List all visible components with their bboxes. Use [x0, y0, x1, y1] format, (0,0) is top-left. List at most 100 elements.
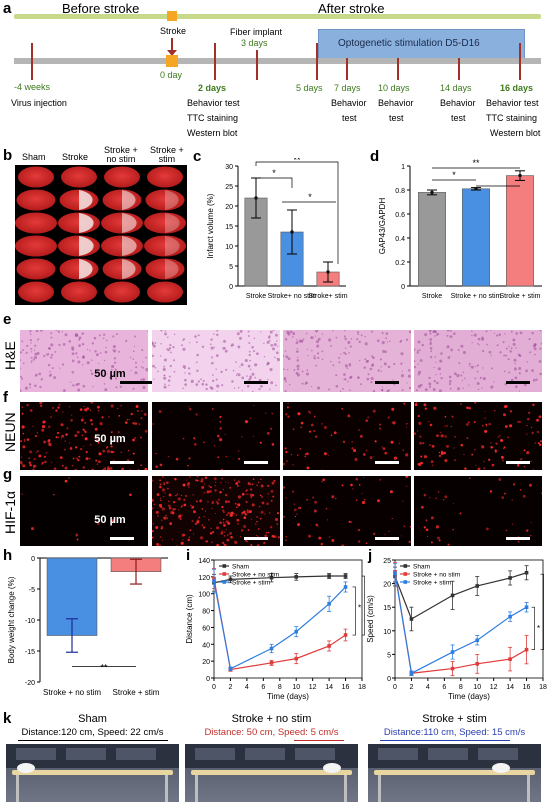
nucleus	[163, 385, 167, 389]
fluorescent-cell	[331, 495, 335, 499]
panel-label-h: h	[3, 547, 13, 564]
stroke-arrow	[171, 38, 173, 52]
infarct-region	[79, 259, 93, 279]
nucleus	[53, 376, 57, 379]
fluorescent-cell	[276, 512, 280, 515]
fluorescent-cell	[494, 410, 496, 412]
fluorescent-cell	[223, 543, 226, 546]
nucleus	[456, 374, 460, 378]
fluorescent-cell	[365, 449, 368, 452]
nucleus	[436, 381, 439, 385]
fluorescent-cell	[296, 513, 298, 515]
fluorescent-cell	[20, 456, 23, 458]
fluorescent-cell	[283, 515, 285, 518]
nucleus	[34, 352, 38, 356]
infarct-region	[79, 190, 93, 210]
nucleus	[380, 366, 382, 368]
nucleus	[528, 338, 531, 341]
nucleus	[453, 372, 457, 376]
x-tick-label: 12	[309, 684, 317, 691]
nucleus	[414, 360, 416, 363]
fluorescent-cell	[136, 410, 139, 412]
nucleus	[170, 351, 172, 354]
fluorescent-cell	[405, 476, 409, 478]
b-col-stim: Stroke + stim	[150, 145, 184, 164]
nucleus	[160, 330, 163, 332]
fluorescent-cell	[68, 477, 70, 479]
nucleus	[160, 342, 162, 345]
fluorescent-cell	[249, 417, 252, 419]
tick-d14	[458, 58, 460, 80]
nucleus	[419, 359, 423, 362]
x-tick-label: 4	[245, 684, 249, 691]
fluorescent-cell	[159, 497, 161, 499]
legend-marker	[222, 580, 227, 584]
fluorescent-cell	[444, 415, 447, 418]
fluorescent-cell	[89, 443, 92, 446]
nucleus	[343, 330, 346, 332]
nucleus	[106, 373, 108, 375]
nucleus	[364, 342, 368, 346]
fluorescent-cell	[305, 452, 309, 456]
sig-bracket	[255, 161, 339, 264]
nucleus	[75, 352, 78, 355]
fluorescent-cell	[379, 427, 381, 429]
fluorescent-cell	[257, 527, 260, 530]
fluorescent-cell	[241, 436, 243, 438]
nucleus	[132, 387, 135, 390]
fluorescent-cell	[140, 436, 142, 439]
fluorescent-cell	[403, 402, 406, 405]
fluorescent-cell	[108, 416, 110, 418]
fluorescent-cell	[22, 432, 25, 435]
nucleus	[446, 345, 450, 349]
fluorescent-cell	[284, 447, 287, 450]
fluorescent-cell	[246, 510, 250, 514]
fluorescent-cell	[424, 407, 428, 410]
nucleus	[519, 355, 521, 357]
fluorescent-cell	[389, 490, 393, 494]
fluorescent-cell	[21, 493, 23, 495]
fluorescent-cell	[233, 479, 236, 481]
nucleus	[168, 347, 172, 350]
micrograph-texture	[20, 402, 148, 470]
sig-label: *	[537, 624, 540, 633]
fluorescent-cell	[221, 541, 225, 544]
nucleus	[244, 358, 248, 363]
fluorescent-cell	[42, 402, 44, 403]
scalebar	[110, 461, 134, 464]
fluorescent-cell	[251, 483, 254, 486]
fluorescent-cell	[297, 454, 299, 456]
nucleus	[152, 344, 156, 348]
fluorescent-cell	[166, 481, 169, 484]
category-label: Stroke	[246, 293, 266, 300]
nucleus	[416, 351, 419, 354]
nucleus	[371, 364, 374, 367]
fluorescent-cell	[219, 415, 222, 419]
fluorescent-cell	[256, 515, 259, 518]
fluorescent-cell	[38, 454, 42, 458]
fluorescent-cell	[322, 478, 325, 482]
fluorescent-cell	[384, 451, 388, 455]
fluorescent-cell	[74, 446, 78, 449]
nucleus	[113, 349, 117, 353]
nucleus	[216, 330, 219, 332]
nucleus	[35, 330, 39, 333]
fluorescent-cell	[378, 423, 382, 426]
k-caption-1: Distance: 50 cm, Speed: 5 cm/s	[204, 727, 339, 738]
nucleus	[267, 335, 271, 339]
fluorescent-cell	[365, 542, 368, 545]
fluorescent-cell	[287, 402, 289, 405]
fluorescent-cell	[532, 403, 535, 407]
x-tick-label: 10	[292, 684, 300, 691]
fluorescent-cell	[483, 467, 486, 470]
fluorescent-cell	[358, 429, 361, 431]
nucleus	[97, 353, 99, 355]
nucleus	[532, 344, 536, 348]
nucleus	[260, 331, 262, 333]
fluorescent-cell	[161, 507, 165, 511]
y-tick-label: 120	[198, 575, 210, 582]
fluorescent-cell	[230, 535, 233, 539]
fluorescent-cell	[221, 530, 223, 532]
panel-label-b: b	[3, 147, 13, 164]
x-tick-label: 0	[393, 684, 397, 691]
